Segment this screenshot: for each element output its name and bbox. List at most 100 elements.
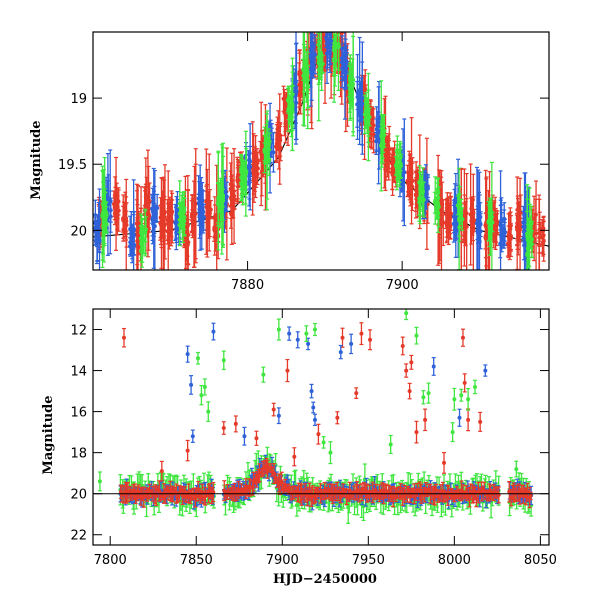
top-data-point — [162, 195, 167, 239]
bottom-outlier-data-point — [195, 351, 200, 365]
bottom-outlier-data-point — [414, 420, 419, 444]
bottom-outlier-data-point — [340, 327, 345, 348]
top-epoch-cluster — [308, 32, 317, 107]
top-data-point — [393, 155, 398, 176]
top-data-point — [379, 114, 384, 135]
bottom-outlier-data-point — [189, 375, 194, 395]
top-data-point — [124, 196, 129, 241]
bottom-outlier-data-point — [473, 379, 478, 395]
top-data-point — [114, 182, 119, 204]
bottom-y-axis-title: Magnitude — [41, 395, 56, 474]
top-data-point — [212, 216, 217, 239]
bottom-outlier-data-point — [354, 387, 359, 399]
top-data-point — [262, 126, 267, 174]
top-y-tick-label: 19 — [70, 92, 87, 107]
bottom-data-point — [391, 486, 396, 508]
top-plot-frame — [92, 31, 550, 271]
bottom-data-point — [485, 489, 490, 502]
top-data-point — [132, 211, 137, 248]
bottom-outlier-data-point — [190, 429, 195, 443]
bottom-outlier-data-point — [368, 329, 373, 351]
bottom-outlier-data-point — [321, 436, 326, 449]
bottom-data-point — [452, 490, 457, 503]
top-data-point — [445, 192, 450, 218]
bottom-outlier-data-point — [185, 345, 190, 363]
top-epoch-cluster — [285, 57, 295, 152]
top-data-point — [397, 144, 402, 188]
top-epoch-cluster — [378, 80, 387, 192]
top-epoch-cluster — [121, 178, 129, 270]
top-epoch-cluster — [216, 142, 226, 255]
bottom-outlier-data-point — [295, 331, 300, 349]
top-data-point — [359, 83, 364, 122]
top-data-point — [312, 34, 317, 75]
top-epoch-cluster — [93, 188, 102, 270]
top-data-point — [317, 39, 322, 84]
top-epoch-cluster — [100, 157, 109, 269]
bottom-y-tick-label: 18 — [70, 447, 87, 462]
top-data-point — [390, 147, 395, 173]
top-data-point — [221, 188, 226, 208]
top-epoch-cluster — [262, 110, 272, 211]
top-data-point — [495, 213, 500, 236]
top-epoch-cluster — [239, 130, 249, 217]
top-y-tick-label: 20 — [70, 224, 87, 239]
top-x-tick-label: 7880 — [231, 278, 264, 293]
bottom-outlier-data-point — [478, 411, 483, 432]
top-epoch-cluster — [128, 179, 137, 270]
bottom-outlier-data-point — [254, 430, 259, 446]
bottom-outlier-data-point — [206, 401, 211, 422]
top-data-point — [151, 190, 156, 237]
bottom-outlier-data-point — [460, 328, 465, 347]
top-data-point — [278, 123, 283, 157]
top-data-point — [516, 197, 521, 237]
top-data-point — [205, 168, 210, 258]
bottom-data-point — [398, 483, 403, 500]
top-data-point — [100, 169, 105, 261]
top-data-point — [420, 167, 425, 216]
top-data-point — [457, 185, 462, 219]
top-data-point — [527, 187, 532, 270]
top-data-point — [413, 171, 418, 219]
bottom-outlier-data-point — [426, 382, 431, 404]
top-epoch-cluster — [505, 207, 513, 261]
bottom-data-point — [468, 483, 473, 501]
top-epoch-cluster — [355, 36, 365, 155]
top-epoch-cluster — [468, 163, 477, 270]
top-epoch-cluster — [324, 32, 334, 84]
top-epoch-cluster — [331, 32, 341, 103]
bottom-outlier-data-point — [316, 423, 321, 445]
bottom-outlier-data-point — [292, 447, 297, 467]
bottom-outlier-data-point — [404, 363, 409, 378]
top-data-point — [537, 198, 542, 270]
top-data-point — [235, 156, 240, 204]
top-data-point — [239, 153, 244, 190]
top-epoch-cluster — [537, 194, 546, 270]
bottom-outlier-data-point — [466, 387, 471, 411]
top-data-point — [336, 32, 341, 71]
bottom-plot-area — [93, 309, 549, 524]
top-data-point — [384, 147, 389, 181]
bottom-outlier-data-point — [359, 322, 364, 346]
top-epoch-cluster — [486, 161, 495, 270]
top-data-point — [265, 120, 270, 169]
bottom-outlier-data-point — [407, 382, 412, 400]
bottom-plot-frame — [92, 308, 550, 546]
top-data-point — [290, 57, 295, 151]
bottom-x-tick-label: 7800 — [94, 553, 127, 568]
bottom-outlier-data-point — [285, 358, 290, 383]
bottom-outlier-data-point — [185, 439, 190, 462]
bottom-outlier-data-point — [121, 327, 126, 348]
top-data-point — [409, 117, 414, 225]
bottom-x-tick-label: 8050 — [524, 553, 557, 568]
bottom-outlier-data-point — [335, 411, 340, 425]
top-epoch-cluster — [196, 164, 206, 251]
top-data-point — [476, 191, 481, 241]
top-epoch-cluster — [362, 72, 372, 162]
top-data-point — [302, 46, 307, 79]
bottom-y-tick-label: 20 — [70, 488, 87, 503]
top-data-point — [425, 173, 430, 203]
bottom-data-point — [316, 486, 321, 497]
top-data-point — [455, 195, 460, 216]
